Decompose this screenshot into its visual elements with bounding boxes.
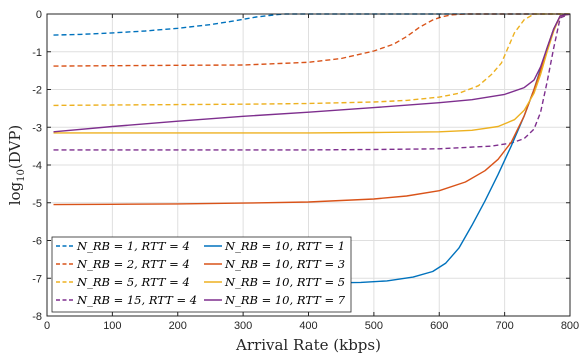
legend-label: N_RB = 15, RTT = 4 bbox=[76, 293, 197, 307]
y-tick-label: -7 bbox=[32, 273, 42, 285]
legend-label: N_RB = 10, RTT = 3 bbox=[224, 257, 345, 271]
x-tick-label: 300 bbox=[234, 320, 252, 332]
series-line-3 bbox=[53, 13, 570, 107]
y-axis-title: log10(DVP) bbox=[6, 125, 27, 206]
y-tick-label: -8 bbox=[32, 311, 42, 323]
x-tick-label: 800 bbox=[561, 320, 579, 332]
legend-label: N_RB = 10, RTT = 1 bbox=[224, 239, 345, 253]
x-axis-title: Arrival Rate (kbps) bbox=[235, 336, 381, 354]
y-tick-label: 0 bbox=[36, 9, 42, 21]
x-tick-label: 500 bbox=[365, 320, 383, 332]
series-line-8 bbox=[53, 13, 571, 133]
y-tick-label: -3 bbox=[32, 122, 42, 134]
y-tick-label: -4 bbox=[32, 160, 42, 172]
series-line-2 bbox=[53, 13, 570, 67]
legend-label: N_RB = 10, RTT = 5 bbox=[224, 275, 345, 289]
x-tick-label: 100 bbox=[103, 320, 121, 332]
x-tick-label: 400 bbox=[299, 320, 317, 332]
y-axis-title-subscript: 10 bbox=[16, 169, 27, 182]
x-tick-label: 200 bbox=[169, 320, 187, 332]
legend-label: N_RB = 2, RTT = 4 bbox=[76, 257, 190, 271]
legend: N_RB = 1, RTT = 4 N_RB = 10, RTT = 1 N_RB … bbox=[51, 236, 352, 313]
y-tick-label: -2 bbox=[32, 85, 42, 97]
x-tick-label: 700 bbox=[495, 320, 513, 332]
legend-label: N_RB = 1, RTT = 4 bbox=[76, 239, 190, 253]
y-axis-ticks: 0 -1 -2 -3 -4 -5 -6 -7 -8 bbox=[32, 9, 570, 323]
x-axis-ticks: 0 100 200 300 400 500 600 700 800 bbox=[44, 14, 579, 332]
y-tick-label: -5 bbox=[32, 198, 42, 210]
legend-label: N_RB = 5, RTT = 4 bbox=[76, 275, 190, 289]
legend-box bbox=[51, 236, 352, 313]
legend-label: N_RB = 10, RTT = 7 bbox=[224, 293, 346, 307]
x-tick-label: 0 bbox=[44, 320, 50, 332]
x-tick-label: 600 bbox=[430, 320, 448, 332]
series-line-7 bbox=[53, 13, 571, 134]
series-line-4 bbox=[53, 13, 571, 151]
y-tick-label: -6 bbox=[32, 236, 42, 248]
y-tick-label: -1 bbox=[32, 47, 42, 59]
